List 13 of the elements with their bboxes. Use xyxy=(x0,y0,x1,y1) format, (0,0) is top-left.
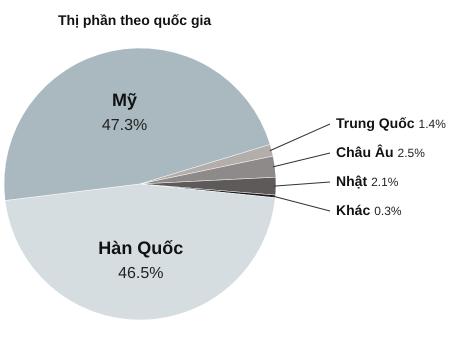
data-label: 2.5% xyxy=(398,146,426,160)
slice-label: Trung Quốc xyxy=(336,115,415,131)
slice-label: Mỹ xyxy=(112,90,138,110)
slice-label: Khác xyxy=(336,202,370,218)
data-label: 1.4% xyxy=(418,117,446,131)
chart-title: Thị phần theo quốc gia xyxy=(58,12,212,28)
data-label: 2.1% xyxy=(371,175,399,189)
data-label: 0.3% xyxy=(374,204,402,218)
data-label: 46.5% xyxy=(118,264,164,282)
slice-label: Hàn Quốc xyxy=(98,238,184,258)
data-label: 47.3% xyxy=(102,116,148,134)
slice-label: Nhật xyxy=(336,173,368,189)
slice-label: Châu Âu xyxy=(336,144,394,160)
